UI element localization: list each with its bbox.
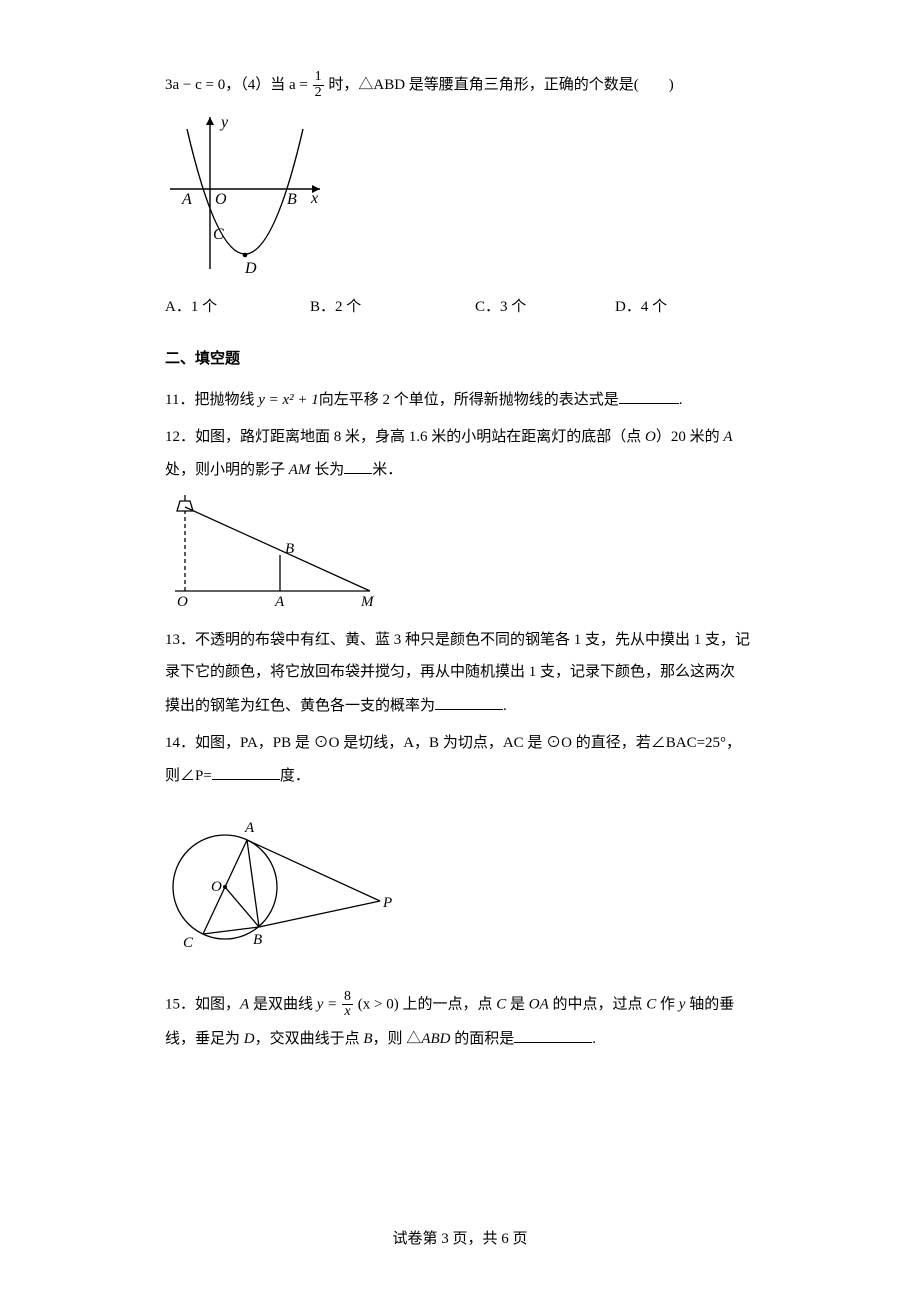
svg-text:B: B (287, 191, 297, 208)
q12-line2: 处，则小明的影子 AM 长为米． (165, 455, 755, 485)
q11: 11．把抛物线 y = x² + 1向左平移 2 个单位，所得新抛物线的表达式是… (165, 385, 755, 415)
section-2-title: 二、填空题 (165, 348, 755, 371)
q14-l1: 14．如图，PA，PB 是 ⊙O 是切线，A，B 为切点，AC 是 ⊙O 的直径… (165, 729, 755, 758)
q12-blank (344, 458, 372, 474)
q13-l2: 录下它的颜色，将它放回布袋并搅匀，再从中随机摸出 1 支，记录下颜色，那么这两次 (165, 658, 755, 687)
q10-stem: 3a − c = 0，（4）当 a = 12 时，△ABD 是等腰直角三角形，正… (165, 70, 755, 101)
q11-blank (619, 388, 679, 404)
page: 3a − c = 0，（4）当 a = 12 时，△ABD 是等腰直角三角形，正… (0, 0, 920, 1302)
svg-text:A: A (274, 594, 285, 608)
streetlight-svg: O A M B (165, 493, 385, 608)
q15-frac: 8x (342, 990, 353, 1020)
tangent-svg: A O B C P (165, 799, 400, 964)
q10-options: A．1 个 B．2 个 C．3 个 D．4 个 (165, 296, 755, 318)
parabola-svg: A O B x y C D (165, 109, 330, 279)
svg-text:O: O (211, 879, 222, 895)
q10-expr-1: 3a − c = 0，（4）当 a = (165, 77, 312, 93)
svg-text:C: C (213, 226, 224, 243)
svg-text:y: y (219, 114, 229, 131)
q15-blank (514, 1027, 592, 1043)
q13-l3: 摸出的钢笔为红色、黄色各一支的概率为. (165, 691, 755, 721)
svg-text:A: A (181, 191, 192, 208)
q10-expr-2: 时，△ABD 是等腰直角三角形，正确的个数是( ) (325, 77, 674, 93)
svg-text:C: C (183, 935, 194, 951)
page-footer: 试卷第 3 页，共 6 页 (0, 1228, 920, 1251)
svg-text:x: x (310, 190, 318, 207)
q10-frac: 12 (313, 70, 324, 100)
svg-text:O: O (215, 191, 227, 208)
q15-l1: 15．如图，A 是双曲线 y = 8x (x > 0) 上的一点，点 C 是 O… (165, 990, 755, 1020)
q15-l2: 线，垂足为 D，交双曲线于点 B，则 △ABD 的面积是. (165, 1024, 755, 1054)
q10-figure: A O B x y C D (165, 109, 755, 287)
svg-text:D: D (244, 260, 257, 277)
q14-l2: 则∠P=度． (165, 761, 755, 791)
q14-figure: A O B C P (165, 799, 755, 972)
svg-text:P: P (382, 895, 392, 911)
q10-option-a: A．1 个 (165, 296, 217, 319)
svg-text:O: O (177, 594, 188, 608)
q13-blank (435, 694, 503, 710)
svg-text:B: B (253, 932, 262, 948)
q10-option-b: B．2 个 (310, 296, 361, 319)
svg-text:M: M (360, 594, 375, 608)
q10-option-c: C．3 个 (475, 296, 526, 319)
q11-expr: y = x² + 1 (258, 392, 319, 408)
q12-figure: O A M B (165, 493, 755, 616)
svg-text:B: B (285, 541, 294, 557)
q13-l1: 13．不透明的布袋中有红、黄、蓝 3 种只是颜色不同的钢笔各 1 支，先从中摸出… (165, 626, 755, 655)
q10-option-d: D．4 个 (615, 296, 667, 319)
q12-line1: 12．如图，路灯距离地面 8 米，身高 1.6 米的小明站在距离灯的底部（点 O… (165, 423, 755, 452)
svg-text:A: A (244, 820, 255, 836)
q14-blank (212, 764, 280, 780)
